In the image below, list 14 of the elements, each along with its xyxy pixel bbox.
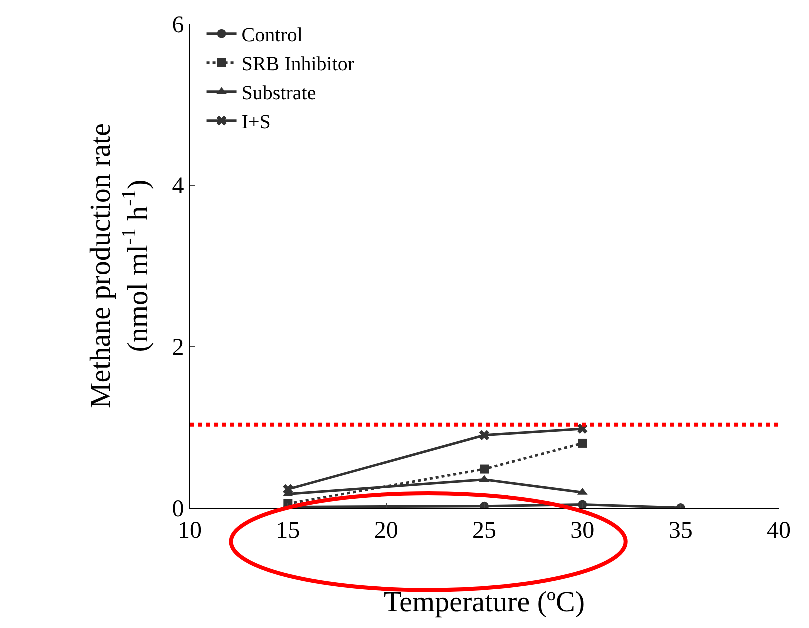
x-tick-label: 20: [374, 518, 398, 544]
legend-label: SRB Inhibitor: [242, 54, 355, 76]
legend-label: Control: [242, 24, 304, 47]
y-tick-label: 4: [172, 174, 184, 200]
y-tick-label: 6: [172, 12, 184, 38]
x-tick-label: 25: [472, 518, 496, 544]
legend-label: Substrate: [242, 82, 316, 105]
x-tick-label: 35: [668, 518, 693, 544]
x-tick-label: 40: [767, 518, 791, 544]
x-axis-title: Temperature (ºC): [384, 586, 586, 619]
x-tick-label: 15: [276, 518, 300, 544]
y-tick-label: 2: [172, 335, 184, 362]
legend-label: I+S: [242, 112, 271, 134]
x-tick-label: 30: [570, 518, 595, 544]
